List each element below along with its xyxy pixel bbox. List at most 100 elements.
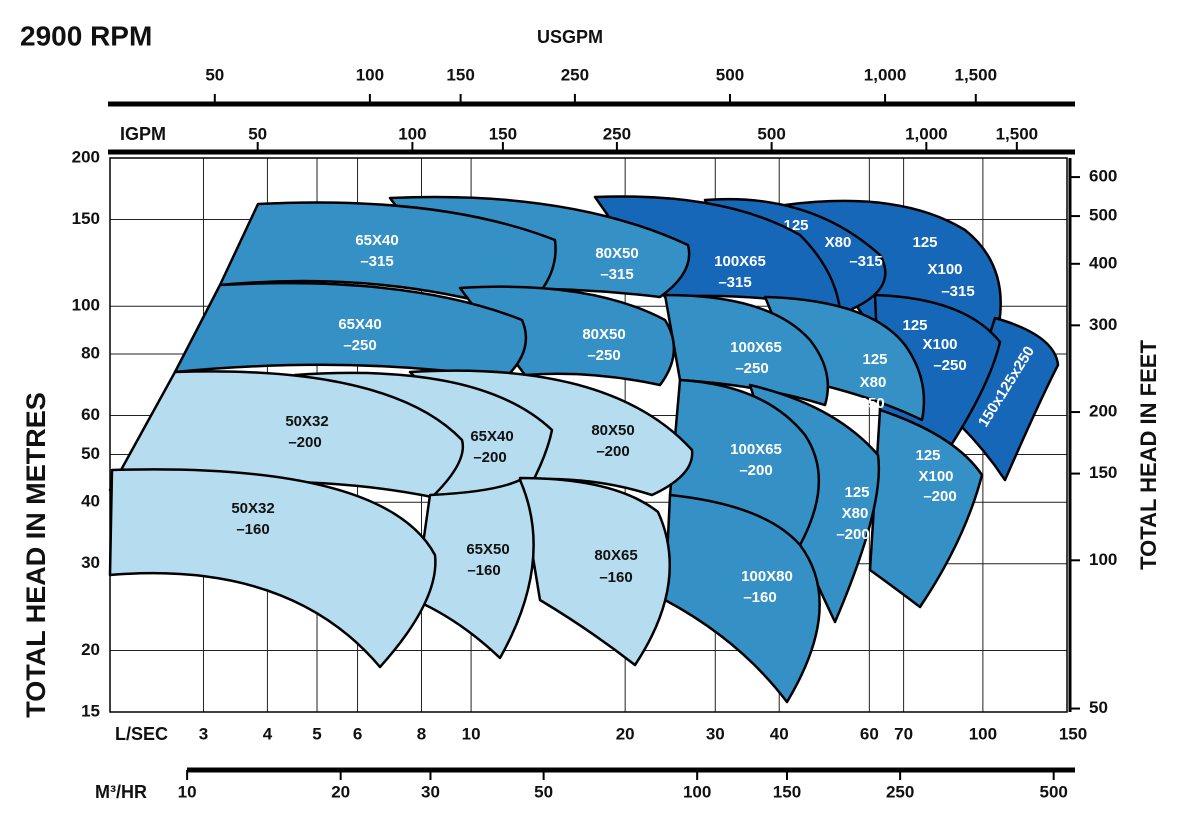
y-tick-label: 150 (72, 209, 100, 228)
y2-tick-label: 300 (1089, 315, 1117, 334)
x-tick-label: 10 (178, 782, 197, 801)
y-tick-label: 200 (72, 147, 100, 166)
x-tick-label: 150 (446, 65, 474, 84)
y-axis-title: TOTAL HEAD IN METRES (21, 392, 51, 718)
region-label: 80X50 (591, 422, 634, 439)
region-label: 100X80 (741, 568, 793, 585)
region-label: 100X65 (730, 339, 782, 356)
y-tick-label: 60 (81, 405, 100, 424)
y-tick-label: 40 (81, 492, 100, 511)
region-label: –160 (467, 562, 500, 579)
x-tick-label: 500 (757, 124, 785, 143)
x-tick-label: 250 (886, 782, 914, 801)
region-label: –315 (718, 274, 751, 291)
region-label: 125 (844, 484, 869, 501)
pump-region (663, 293, 830, 407)
x-tick-label: 100 (398, 124, 426, 143)
y-tick-label: 30 (81, 553, 100, 572)
x-tick-label: 100 (969, 724, 997, 743)
x-tick-label: 1,000 (905, 124, 948, 143)
pump-region (108, 468, 437, 669)
region-label: 50X32 (231, 500, 274, 517)
region-label: X100 (927, 261, 962, 278)
y2-tick-label: 400 (1089, 253, 1117, 272)
x-tick-label: 500 (716, 65, 744, 84)
pump-region (518, 476, 672, 667)
region-label: –250 (851, 395, 884, 412)
pump-region (413, 478, 535, 660)
x-tick-label: 4 (263, 724, 273, 743)
region-label: –160 (236, 521, 269, 538)
region-label: 80X50 (595, 245, 638, 262)
y-tick-label: 20 (81, 640, 100, 659)
y2-tick-label: 150 (1089, 463, 1117, 482)
x-tick-label: 1,500 (955, 65, 998, 84)
region-label: 65X40 (338, 316, 381, 333)
x-tick-label: 6 (353, 724, 362, 743)
region-label: –250 (735, 360, 768, 377)
x-tick-label: 10 (462, 724, 481, 743)
region-label: –200 (288, 434, 321, 451)
region-label: –315 (360, 253, 393, 270)
x-axis-title: M³/HR (95, 782, 147, 802)
y-tick-label: 100 (72, 296, 100, 315)
region-label: –160 (599, 569, 632, 586)
x-tick-label: 40 (770, 724, 789, 743)
region-label: –200 (836, 526, 869, 543)
region-label: X100 (918, 468, 953, 485)
pump-region (663, 493, 821, 704)
region-label: –315 (600, 266, 633, 283)
y-tick-label: 15 (81, 701, 100, 720)
region-label: –200 (473, 449, 506, 466)
x-axis-title: IGPM (120, 124, 166, 144)
x-tick-label: 150 (1059, 724, 1087, 743)
y2-axis-title: TOTAL HEAD IN FEET (1136, 340, 1161, 570)
region-label: –250 (587, 347, 620, 364)
region-label: X80 (842, 505, 869, 522)
region-label: 125 (912, 234, 937, 251)
pump-region (173, 281, 528, 380)
y2-tick-label: 50 (1089, 698, 1108, 717)
x-axis-title: L/SEC (115, 724, 168, 744)
x-tick-label: 30 (706, 724, 725, 743)
chart-title: 2900 RPM (20, 20, 152, 51)
x-tick-label: 3 (199, 724, 208, 743)
y2-tick-label: 500 (1089, 206, 1117, 225)
region-label: X80 (860, 374, 887, 391)
x-tick-label: 150 (773, 782, 801, 801)
x-tick-label: 50 (205, 65, 224, 84)
region-label: 50X32 (285, 413, 328, 430)
region-label: 100X65 (730, 441, 782, 458)
x-tick-label: 1,500 (996, 124, 1039, 143)
region-label: –200 (596, 443, 629, 460)
x-axis-title: USGPM (537, 27, 603, 47)
region-label: –250 (933, 357, 966, 374)
region-label: 125 (862, 351, 887, 368)
x-tick-label: 50 (534, 782, 553, 801)
region-label: 80X65 (594, 547, 637, 564)
x-tick-label: 250 (561, 65, 589, 84)
x-tick-label: 1,000 (864, 65, 907, 84)
region-label: 65X40 (355, 232, 398, 249)
x-tick-label: 250 (603, 124, 631, 143)
y-tick-label: 50 (81, 444, 100, 463)
x-tick-label: 100 (356, 65, 384, 84)
region-label: X100 (922, 336, 957, 353)
x-tick-label: 30 (421, 782, 440, 801)
x-tick-label: 5 (312, 724, 321, 743)
x-tick-label: 20 (616, 724, 635, 743)
plot-border (109, 157, 1068, 713)
region-label: –160 (743, 589, 776, 606)
x-tick-label: 50 (248, 124, 267, 143)
region-label: 65X40 (470, 428, 513, 445)
region-label: 65X50 (466, 541, 509, 558)
region-label: –315 (849, 253, 882, 270)
region-label: 80X50 (582, 326, 625, 343)
x-tick-label: 500 (1039, 782, 1067, 801)
region-label: 125 (902, 317, 927, 334)
x-tick-label: 20 (331, 782, 350, 801)
region-label: –200 (923, 488, 956, 505)
region-label: 100X65 (714, 253, 766, 270)
region-label: –200 (739, 462, 772, 479)
